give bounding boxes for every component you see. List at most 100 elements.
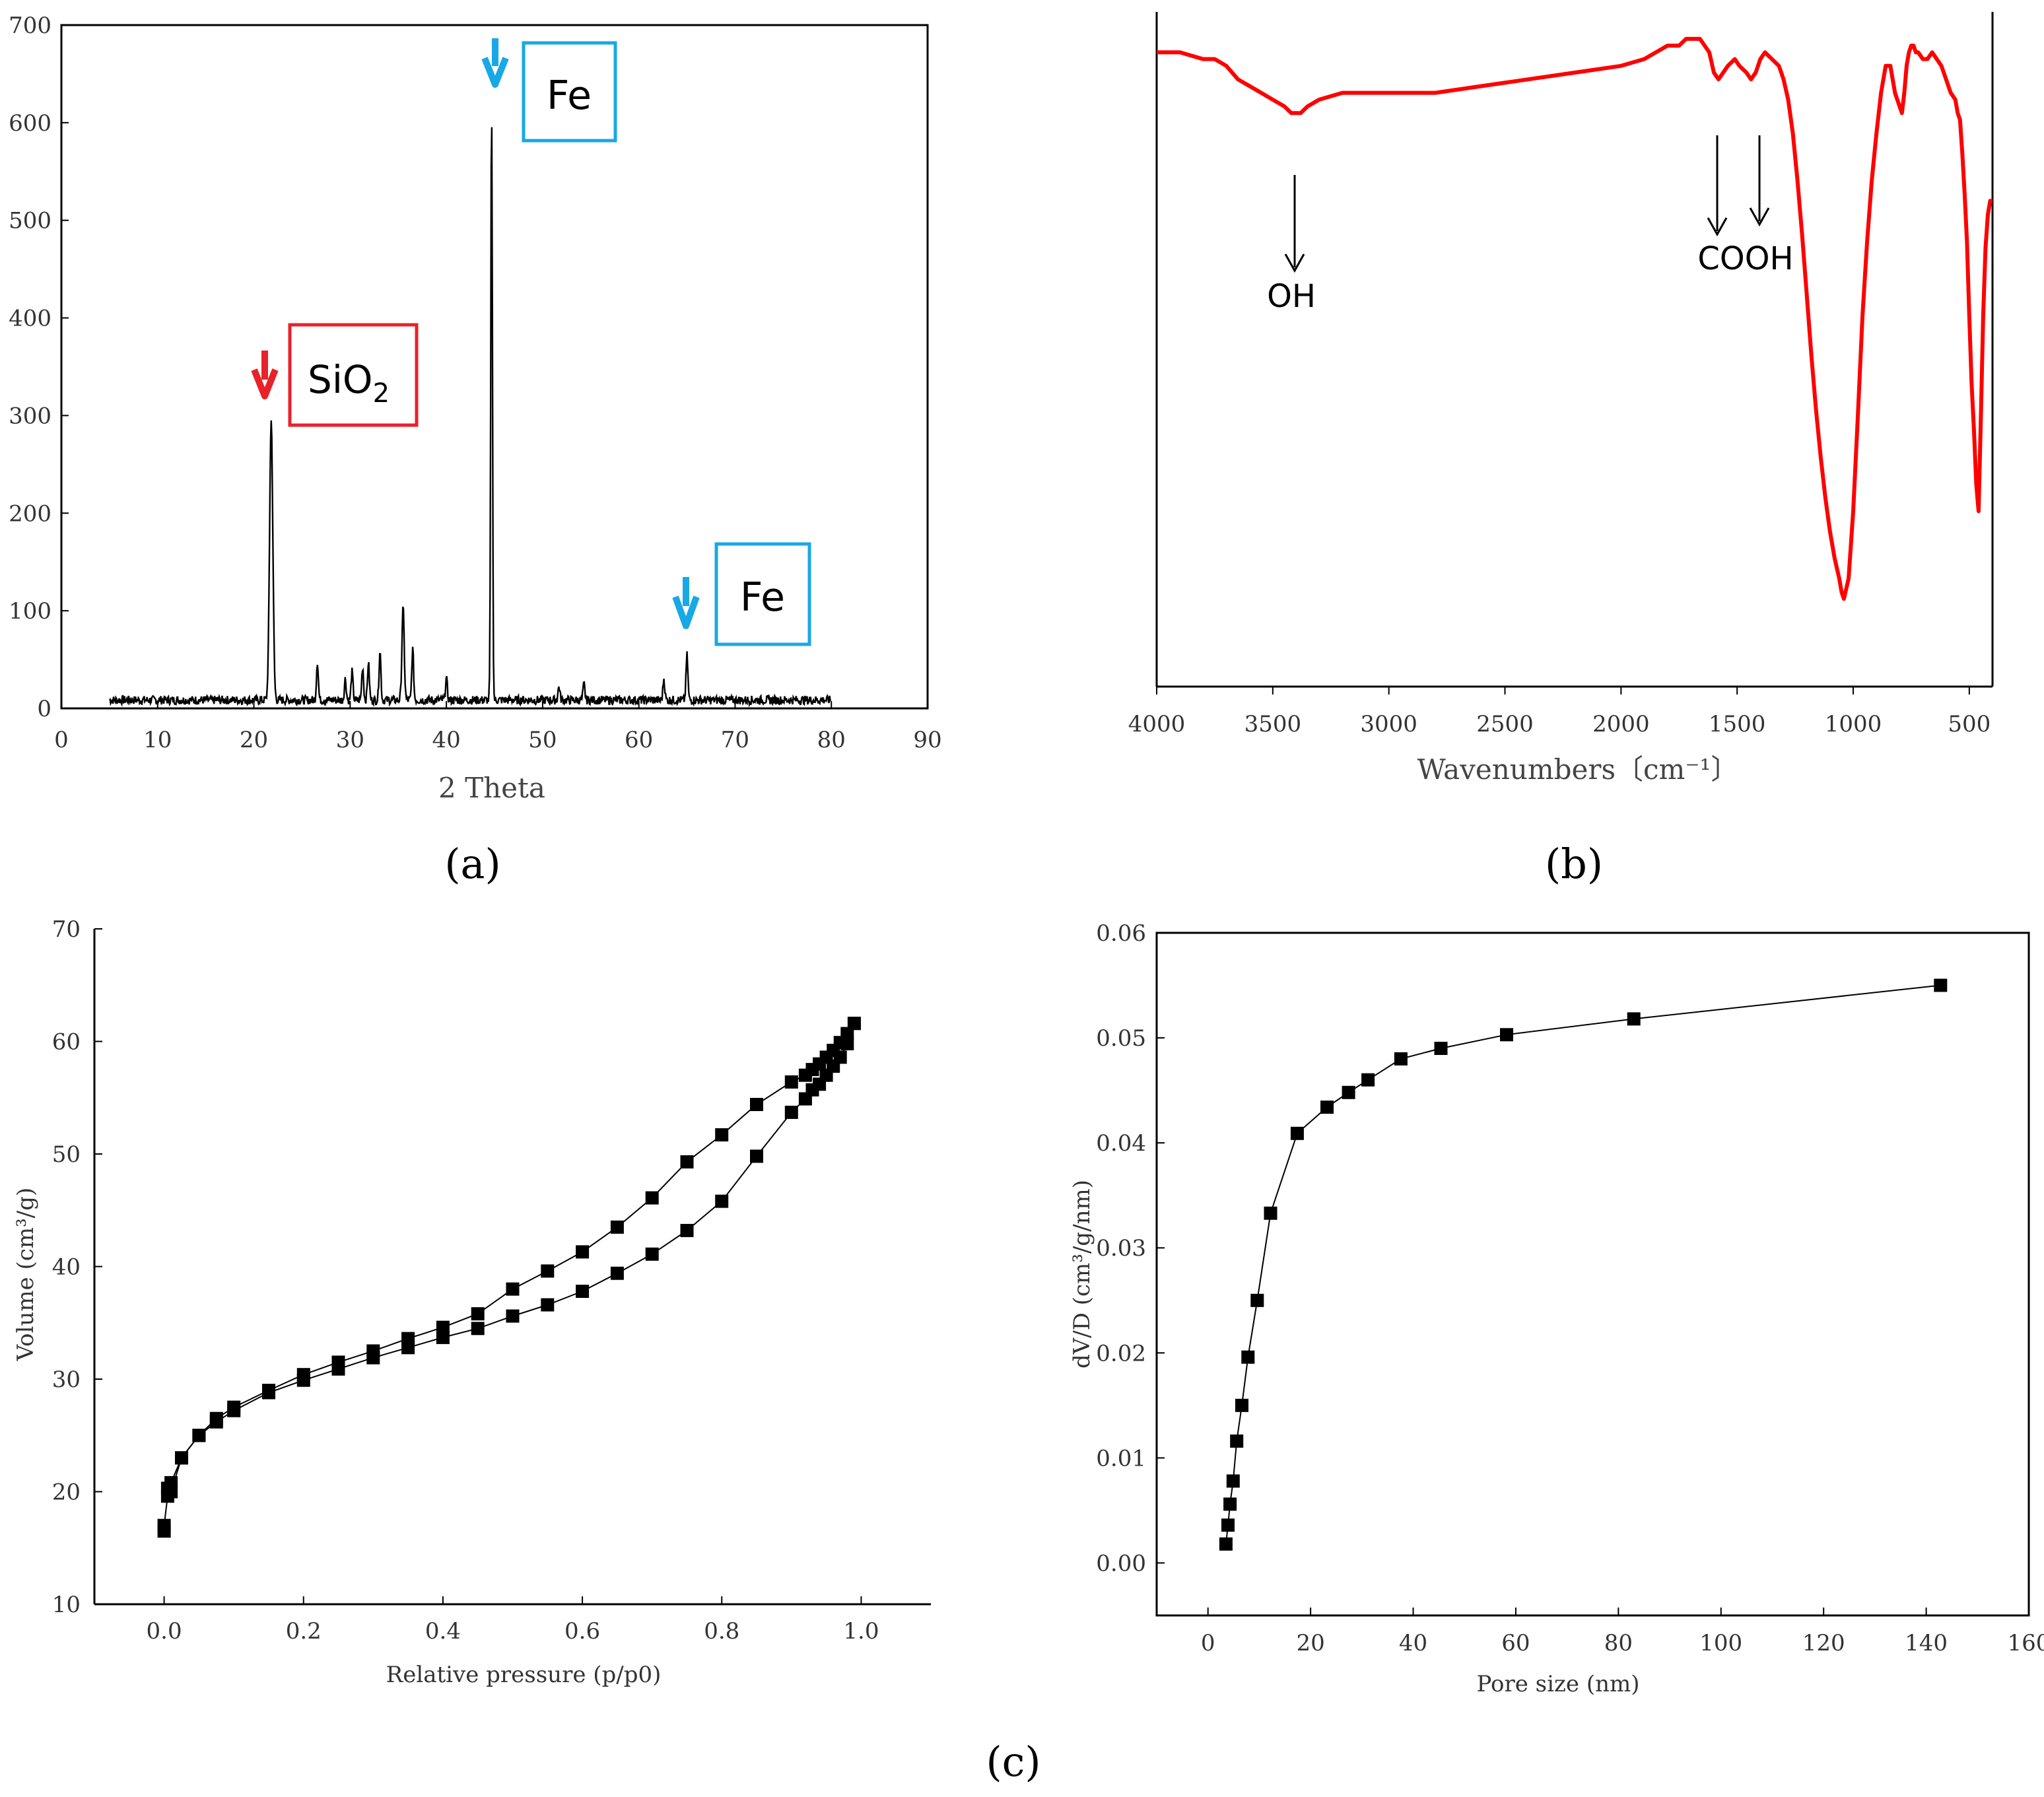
x-tick-label: 0.0 — [147, 1618, 182, 1644]
desorption-point — [331, 1355, 345, 1369]
fe-label-2: Fe — [740, 574, 785, 621]
cooh-arrow-icon — [1707, 135, 1728, 237]
x-tick-label: 100 — [1699, 1630, 1742, 1656]
pore-size-point — [1264, 1206, 1278, 1220]
desorption-point — [576, 1245, 590, 1259]
desorption-point — [784, 1075, 798, 1089]
y-tick-label: 0.01 — [1096, 1445, 1146, 1472]
panel-c1-series — [157, 1017, 861, 1538]
annotation-sio2: SiO2 — [251, 323, 419, 427]
y-tick-label: 50 — [52, 1141, 81, 1168]
panel-c-isotherm-chart: 0.0 0.2 0.4 0.6 0.8 1.0 10 20 30 40 50 60 70 Relativ… — [13, 916, 931, 1688]
y-tick-label: 0.00 — [1096, 1550, 1146, 1577]
x-tick-label: 3000 — [1360, 711, 1417, 737]
x-tick-label: 120 — [1802, 1630, 1845, 1656]
x-tick-label: 0.8 — [704, 1618, 739, 1644]
pore-size-point — [1230, 1434, 1244, 1448]
pore-size-point — [1250, 1293, 1264, 1307]
adsorption-point — [436, 1330, 450, 1344]
panel-c2-ticks: 0 20 40 60 80 100 120 140 160 0.00 0.01 0.02 0.03 0.0… — [1096, 920, 2044, 1656]
y-tick-label: 70 — [52, 916, 81, 943]
sio2-arrow-icon — [251, 351, 279, 399]
adsorption-point — [576, 1285, 590, 1298]
x-tick-label: 160 — [2008, 1630, 2044, 1656]
panel-label-a: (a) — [444, 840, 500, 888]
y-tick-label: 300 — [9, 403, 51, 429]
y-tick-label: 0.04 — [1096, 1130, 1146, 1157]
x-tick-label: 4000 — [1128, 711, 1186, 737]
x-tick-label: 3500 — [1244, 711, 1302, 737]
adsorption-point — [750, 1149, 763, 1163]
x-tick-label: 0 — [54, 727, 69, 753]
y-tick-label: 40 — [52, 1254, 81, 1281]
pore-size-point — [1290, 1126, 1304, 1140]
adsorption-point — [645, 1247, 659, 1261]
pore-size-point — [1342, 1085, 1355, 1099]
adsorption-point — [471, 1322, 485, 1336]
x-tick-label: 90 — [913, 727, 941, 753]
desorption-point — [366, 1344, 380, 1358]
x-tick-label: 40 — [432, 727, 460, 753]
pore-size-point — [1320, 1101, 1334, 1114]
x-tick-label: 40 — [1399, 1630, 1427, 1656]
desorption-point — [715, 1128, 729, 1141]
x-tick-label: 0 — [1201, 1630, 1215, 1656]
fe-label-box-2 — [714, 542, 811, 646]
pore-size-point — [1226, 1474, 1240, 1488]
panel-a-ticks: 0 10 20 30 40 50 60 70 80 90 0 100 200 300 400 500 600 70… — [9, 13, 942, 753]
x-tick-label: 50 — [528, 727, 557, 753]
desorption-point — [401, 1332, 415, 1345]
y-tick-label: 0.05 — [1096, 1025, 1146, 1052]
pore-size-point — [1221, 1518, 1235, 1532]
y-tick-label: 20 — [52, 1479, 81, 1506]
desorption-point — [610, 1220, 624, 1234]
oh-arrow-icon — [1284, 175, 1305, 273]
x-tick-label: 2000 — [1592, 711, 1650, 737]
y-tick-label: 60 — [52, 1029, 81, 1056]
desorption-point — [175, 1451, 188, 1465]
panel-label-c: (c) — [986, 1738, 1040, 1786]
x-tick-label: 0.6 — [564, 1618, 600, 1644]
sio2-label-main: SiO — [308, 357, 373, 402]
x-tick-label: 500 — [1948, 711, 1991, 737]
panel-a-xrd-line — [109, 127, 832, 708]
adsorption-point — [715, 1194, 729, 1208]
x-tick-label: 10 — [143, 727, 172, 753]
adsorption-point — [506, 1309, 520, 1323]
panel-b-ftir-line — [1157, 36, 1993, 601]
adsorption-point — [610, 1266, 624, 1280]
desorption-point — [160, 1481, 174, 1495]
y-tick-label: 600 — [9, 110, 51, 137]
y-tick-label: 10 — [52, 1592, 81, 1618]
y-tick-label: 700 — [9, 13, 51, 39]
ftir-series — [1157, 36, 1993, 601]
panel-c1-xlabel: Relative pressure (p/p0) — [386, 1662, 662, 1688]
panel-a-xrd-chart: 0 10 20 30 40 50 60 70 80 90 0 100 200 300 400 500 600 70… — [9, 13, 942, 888]
x-tick-label: 70 — [721, 727, 749, 753]
fe-arrow-icon — [481, 38, 509, 88]
pore-size-point — [1223, 1497, 1237, 1511]
sio2-label-box — [288, 323, 419, 427]
x-tick-label: 20 — [1296, 1630, 1324, 1656]
y-tick-label: 30 — [52, 1367, 81, 1393]
panel-c-pore-size-chart: 0 20 40 60 80 100 120 140 160 0.00 0.01 0.02 0.03 0.0… — [1069, 920, 2044, 1697]
x-tick-label: 0.4 — [425, 1618, 461, 1644]
desorption-point — [192, 1429, 206, 1442]
panel-c1-ylabel: Volume (cm³/g) — [13, 1188, 39, 1362]
desorption-point — [227, 1400, 241, 1414]
pore-size-point — [1434, 1042, 1448, 1055]
panel-b-ftir-chart: 4000 3500 3000 2500 2000 1500 1000 500 Wavenumb… — [1128, 12, 1994, 888]
panel-c2-ylabel: dV/D (cm³/g/nm) — [1069, 1180, 1095, 1369]
fe-arrow-icon — [672, 577, 700, 629]
desorption-point — [541, 1264, 555, 1278]
desorption-point — [750, 1098, 763, 1111]
x-tick-label: 80 — [817, 727, 846, 753]
adsorption-point — [157, 1518, 171, 1532]
sio2-label-sub: 2 — [373, 378, 390, 409]
x-tick-label: 0.2 — [286, 1618, 322, 1644]
x-tick-label: 1500 — [1709, 711, 1766, 737]
pore-size-line — [1225, 984, 1941, 1544]
x-tick-label: 1000 — [1825, 711, 1882, 737]
adsorption-point — [680, 1223, 694, 1237]
adsorption-point — [784, 1105, 798, 1119]
